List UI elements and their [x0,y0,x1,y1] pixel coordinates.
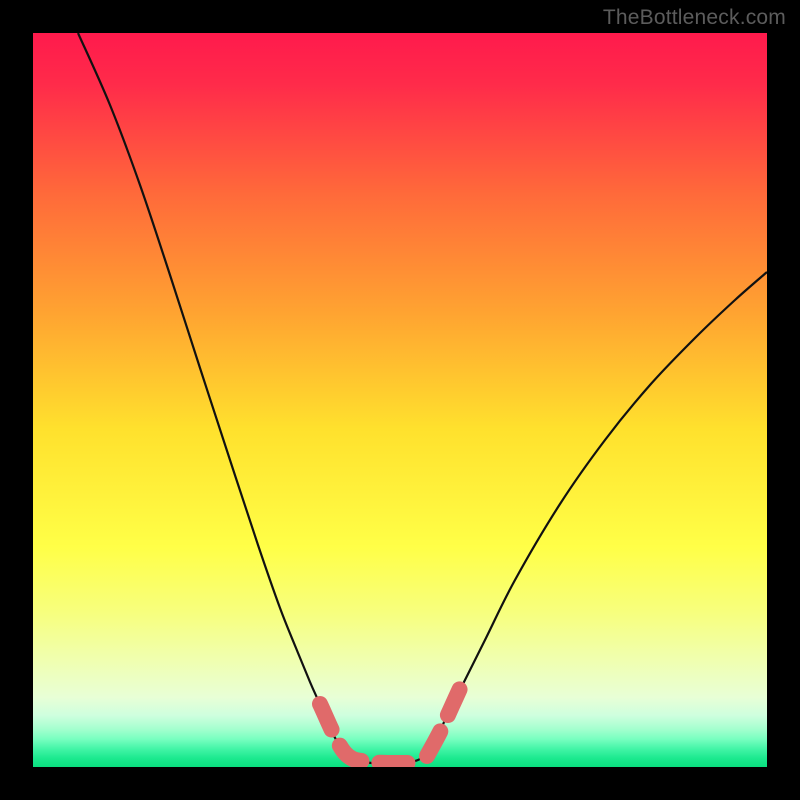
chart-container: TheBottleneck.com [0,0,800,800]
watermark-label: TheBottleneck.com [603,6,786,30]
bottleneck-curve-chart [0,0,800,800]
gradient-plot-area [33,33,767,767]
